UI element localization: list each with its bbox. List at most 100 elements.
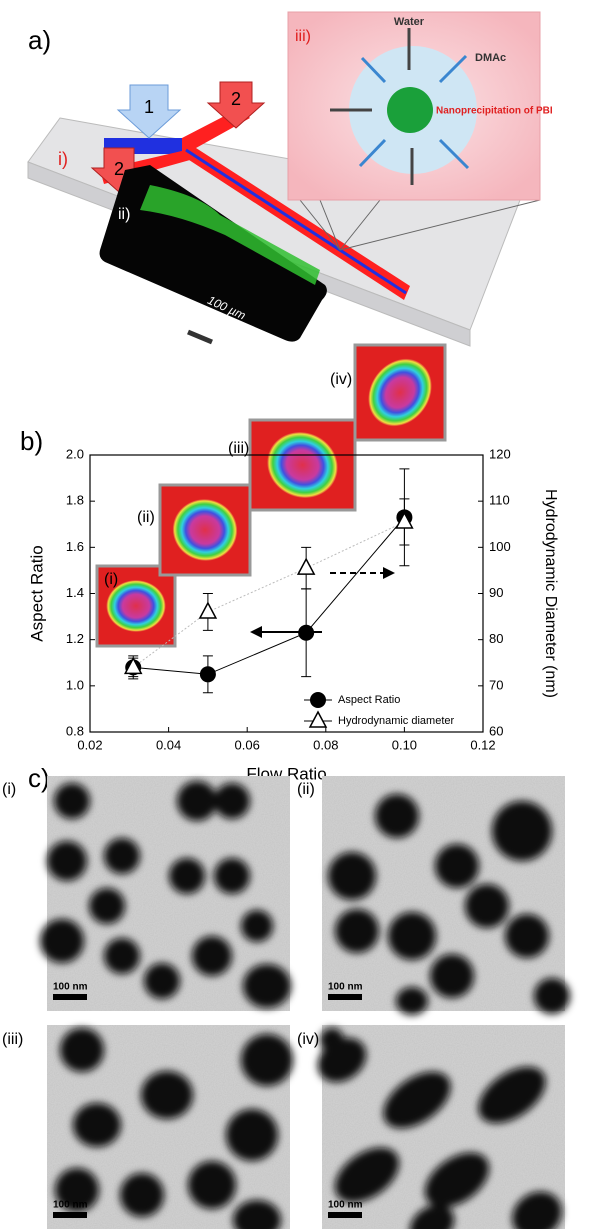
marker [123,656,143,675]
tem-particle [141,1071,193,1119]
tem-particle [383,1071,451,1129]
tem-particle [328,852,376,900]
tem-particle [144,963,180,999]
panel-c: c) (i) 100 nm (ii) 100 nm (iii) 100 nm (iv) 100 … [2,763,570,1229]
scale-label: 100 nm [328,982,363,993]
x-tick-label: 0.08 [313,737,338,752]
image-label: (iv) [297,1031,319,1048]
arrow-head [250,626,262,638]
y2-tick-label: 120 [489,446,511,461]
green-stream [140,185,320,285]
panel-label: c) [28,763,50,793]
y-tick-label: 1.8 [66,493,84,508]
scale-label: 100 nm [53,982,88,993]
panel-label: a) [28,25,51,55]
tem-particle [169,858,205,894]
tem-particle [214,783,250,819]
tem-particle [104,838,140,874]
marker [199,666,216,683]
tem-particles [55,1028,293,1229]
series-line [133,517,405,675]
y2-tick-label: 80 [489,631,503,646]
tem-particle [243,964,291,1008]
y2-tick-label: 110 [489,493,510,508]
tem-particle [104,938,140,974]
tem-particle [214,858,250,894]
y2-tick-label: 100 [489,539,511,554]
tem-particles [40,781,291,1008]
inlet-label: 2 [114,159,124,179]
zoom-lines [299,199,541,251]
scale-label: 100 nm [328,1200,363,1211]
tem-particle [120,1173,164,1217]
tem-particle [424,1152,490,1208]
marker [296,557,316,575]
tem-particle [192,936,232,976]
legend-marker [308,710,328,728]
centre-stream [185,148,407,295]
process-label: Nanoprecipitation of PBI [436,106,553,117]
marker [395,511,414,529]
image-label: (iii) [228,440,249,457]
tem-particle [512,1191,562,1229]
y-tick-label: 1.6 [66,539,84,554]
tem-particle [54,783,90,819]
tem-particle [89,888,125,924]
tem-particle [388,912,436,960]
channel-label: i) [58,149,68,169]
image-label: (ii) [297,781,315,798]
inset-label: ii) [118,206,130,223]
panel-label: b) [20,426,43,456]
image-label: (i) [2,781,16,798]
panel-a: a) 1 2 2 i) ii) 100 µm Water DMAc Nanopr… [27,11,553,347]
panel-b: b) (i) (ii) (iii) (iv) 0.02 0.04 0.06 0.08 0.10 0.… [20,343,559,783]
tem-particle [396,987,428,1015]
inlet-label: 2 [231,89,241,109]
y-tick-label: 2.0 [66,446,84,461]
tem-particle [478,1066,546,1124]
x-tick-label: 0.10 [392,737,417,752]
y2-tick-label: 90 [489,585,503,600]
y2-tick-label: 60 [489,723,503,738]
afm-particle [267,432,338,498]
tem-particle [73,1103,121,1147]
tem-particle [60,1028,104,1072]
x-tick-label: 0.12 [470,737,495,752]
tem-particle [335,909,379,953]
y-tick-label: 1.4 [66,585,84,600]
y-tick-label: 1.2 [66,631,84,646]
inlet-arrow [116,84,182,139]
dmac-label: DMAc [475,52,506,64]
x-tick-label: 0.02 [77,737,102,752]
particle [387,87,433,133]
tem-particle [226,1109,278,1161]
inlet-arrow [206,81,266,129]
tem-particle [334,1147,400,1203]
scale-bar [187,329,213,345]
tem-particle [465,884,509,928]
x-tick-label: 0.06 [235,737,260,752]
y-tick-label: 0.8 [66,723,84,738]
tem-particle [505,914,549,958]
image-label: (iv) [330,371,352,388]
tem-particles [317,1028,562,1229]
tem-particle [241,1034,293,1086]
image-label: (i) [104,571,118,588]
zoom-label: iii) [295,28,311,45]
tem-particle [233,1200,281,1229]
water-label: Water [394,16,425,28]
y-tick-label: 1.0 [66,677,84,692]
tem-particle [375,794,419,838]
tem-particle [177,781,217,821]
afm-particle [172,499,238,561]
image-label: (ii) [137,509,155,526]
outflow-arrows [358,54,470,170]
tem-particle [241,910,273,942]
tem-particle [320,1028,344,1052]
tem-particle [40,919,84,963]
tem-particle [435,844,479,888]
x-tick-label: 0.04 [156,737,181,752]
tem-particle [47,841,87,881]
scale-bar [328,1212,362,1218]
